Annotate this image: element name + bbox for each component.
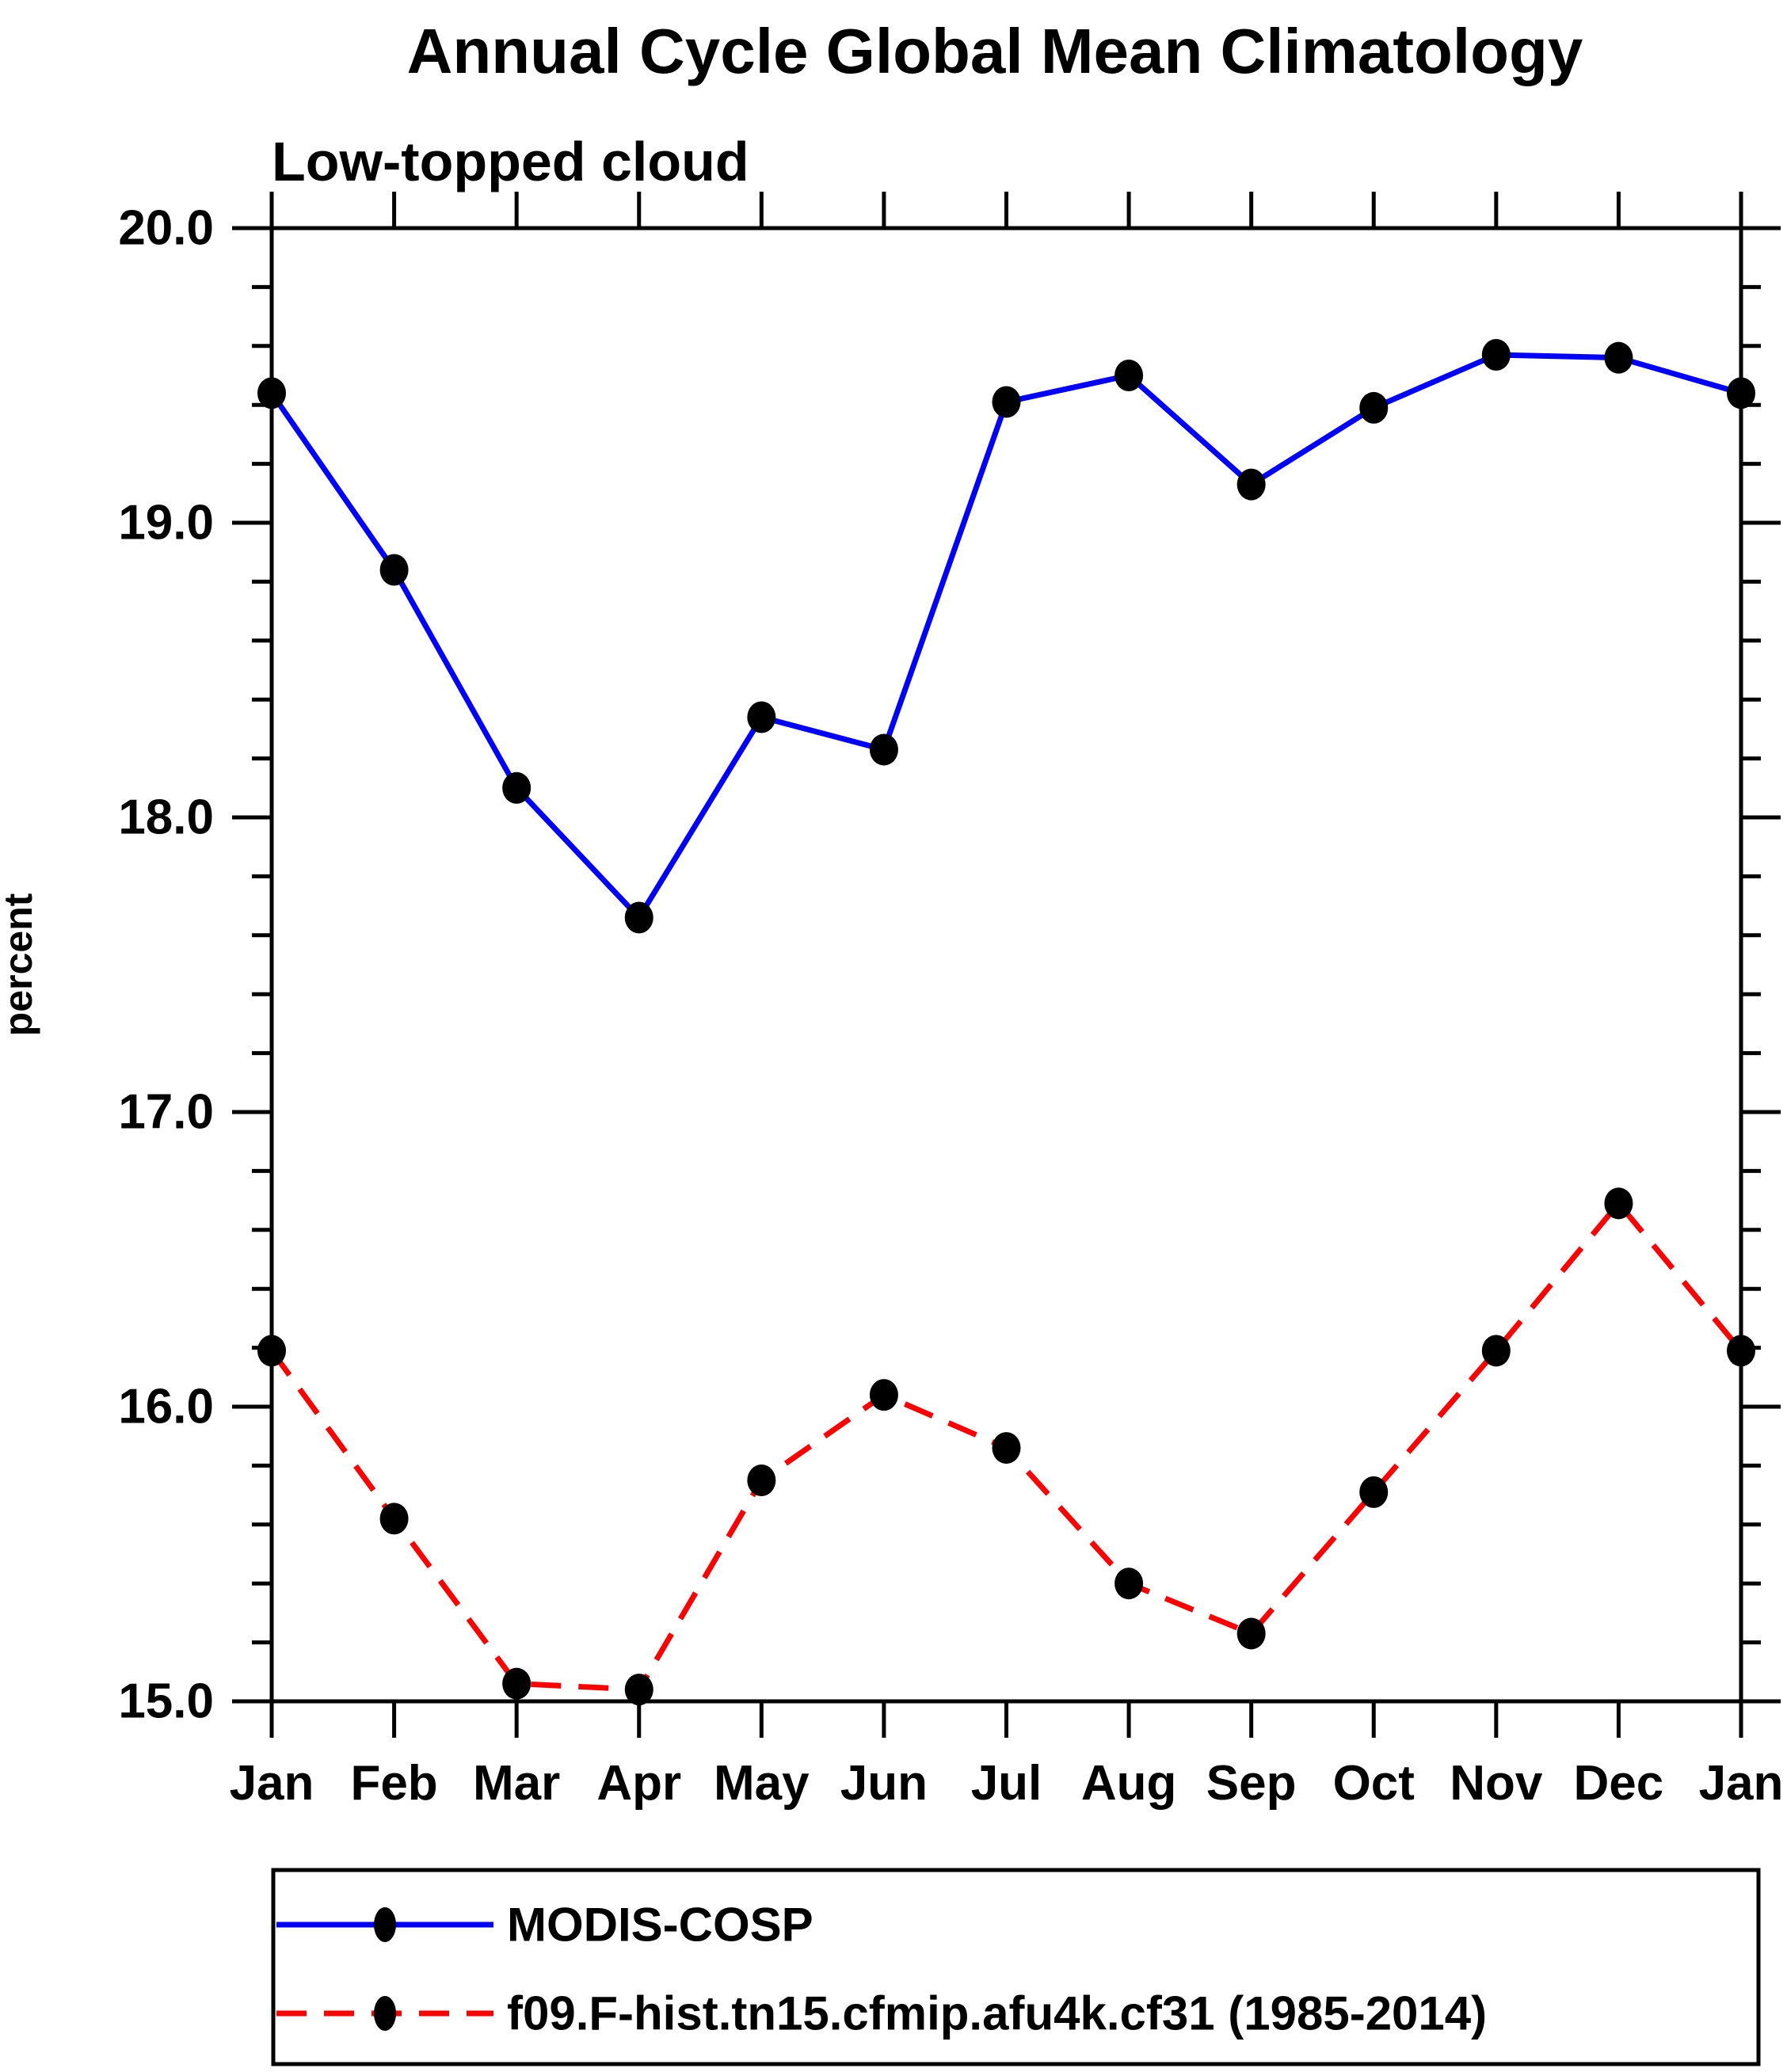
data-point-marker [992,386,1021,418]
plot-frame [269,226,1743,1704]
y-tick-label: 15.0 [118,1674,214,1729]
x-tick-label: Feb [350,1756,437,1811]
data-point-marker [1604,1187,1633,1220]
data-point-marker [1481,338,1511,371]
x-tick-label: Jan [1699,1756,1784,1811]
y-tick-label: 19.0 [118,496,214,550]
y-axis-label: percent [0,893,40,1036]
data-point-marker [869,733,898,766]
legend-label-model: f09.F-hist.tn15.cfmip.afu4k.cf31 (1985-2… [507,1987,1487,2040]
data-point-marker [257,1335,286,1367]
x-tick-label: Mar [473,1756,560,1811]
data-point-marker [1236,1617,1266,1650]
legend-marker-icon [374,1907,396,1942]
legend-marker-icon [374,1996,396,2031]
legend: MODIS-COSP f09.F-hist.tn15.cfmip.afu4k.c… [271,1868,1761,2066]
y-tick-label: 20.0 [118,201,214,256]
data-point-marker [869,1379,898,1411]
plot-area: Jan Feb Mar Apr May Jun Jul Aug Sep Oct Nov Dec Jan 1… [118,192,1783,1811]
y-tick-label: 16.0 [118,1380,214,1434]
x-tick-label: Oct [1333,1756,1415,1811]
data-point-marker [502,1667,532,1700]
data-point-marker [1604,341,1633,374]
legend-entry-model: f09.F-hist.tn15.cfmip.afu4k.cf31 (1985-2… [276,1987,1487,2040]
data-point-marker [1359,391,1389,424]
data-point-marker [1236,468,1266,501]
x-tick-label: Dec [1574,1756,1664,1811]
data-point-marker [1727,377,1755,409]
data-point-marker [624,901,653,934]
x-tick-label: Jun [840,1756,928,1811]
data-point-marker [747,1464,776,1496]
series-line-obs [269,352,1742,923]
legend-box [271,1868,1761,2066]
data-point-marker [1481,1335,1511,1367]
data-point-marker [747,701,776,733]
data-point-marker [1727,1335,1755,1367]
legend-label-obs: MODIS-COSP [507,1899,813,1952]
x-tick-label: Aug [1081,1756,1177,1811]
x-tick-label: Nov [1450,1756,1543,1811]
x-tick-label: Jan [230,1756,314,1811]
y-tick-label: 18.0 [118,790,214,845]
data-point-marker [379,554,409,586]
x-tick-label: Jul [971,1756,1042,1811]
data-point-marker [624,1674,653,1706]
data-point-marker [1114,1567,1144,1600]
y-tick-label: 17.0 [118,1085,214,1140]
x-tick-label: May [714,1756,810,1811]
data-point-marker [992,1432,1021,1464]
data-point-marker [257,377,286,409]
x-tick-label: Sep [1206,1756,1297,1811]
data-point-marker [1114,360,1144,391]
legend-entry-obs: MODIS-COSP [276,1899,813,1952]
data-point-marker [1359,1476,1389,1508]
data-point-marker [502,771,532,804]
data-point-marker [379,1503,409,1535]
chart-title: Annual Cycle Global Mean Climatology [407,16,1583,86]
x-tick-label: Apr [596,1756,681,1811]
chart-subtitle: Low-topped cloud [272,131,749,192]
